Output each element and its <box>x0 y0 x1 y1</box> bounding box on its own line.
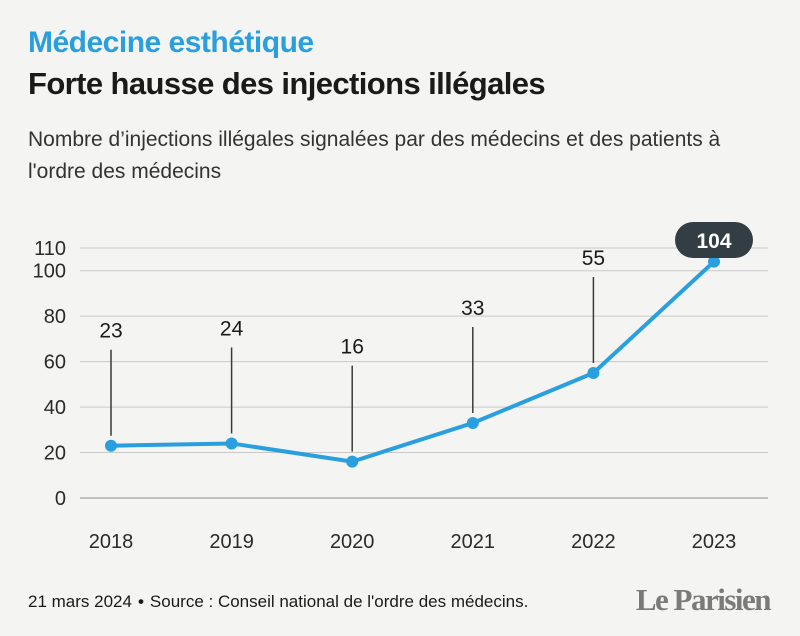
kicker-title: Médecine esthétique <box>28 26 314 59</box>
series-line <box>109 259 716 464</box>
y-tick-label-100: 100 <box>33 261 66 283</box>
y-tick-label-80: 80 <box>44 306 66 328</box>
data-label-2022: 55 <box>582 247 605 270</box>
y-tick-label-110: 110 <box>34 238 66 260</box>
data-label-2020: 16 <box>341 336 364 359</box>
data-point-2019 <box>225 437 238 450</box>
y-tick-label-20: 20 <box>44 443 66 465</box>
footer-separator: • <box>137 592 144 611</box>
highlight-badge <box>675 222 753 258</box>
data-labels: 23 24 16 33 55 104 <box>99 222 753 359</box>
y-tick-label-60: 60 <box>44 352 66 374</box>
x-tick-label-2023: 2023 <box>692 531 737 553</box>
data-point-2022 <box>587 367 600 379</box>
data-point-2020 <box>346 455 359 468</box>
page-title: Forte hausse des injections illégales <box>28 66 546 101</box>
chart-subtitle: Nombre d’injections illégales signalées … <box>28 128 721 183</box>
data-label-2018: 23 <box>99 320 122 343</box>
x-tick-label-2019: 2019 <box>209 531 254 553</box>
x-tick-label-2021: 2021 <box>451 531 496 553</box>
data-label-2023: 104 <box>696 230 731 253</box>
x-tick-label-2022: 2022 <box>571 531 616 553</box>
grid-lines <box>80 247 768 499</box>
data-label-2021: 33 <box>461 297 484 320</box>
x-tick-label-2020: 2020 <box>330 531 375 553</box>
data-label-2019: 24 <box>220 317 244 340</box>
x-axis-ticks: 2018 2019 2020 2021 2022 2023 <box>89 531 737 553</box>
data-points <box>105 255 720 468</box>
data-point-2023 <box>708 255 720 268</box>
footer-date: 21 mars 2024 <box>28 592 132 611</box>
footer-source-text: Source : Conseil national de l'ordre des… <box>149 592 529 611</box>
data-point-2018 <box>105 439 117 452</box>
footer-source: 21 mars 2024 • Source : Conseil national d… <box>28 592 528 612</box>
data-label-leaders <box>110 277 595 452</box>
y-tick-label-0: 0 <box>55 488 66 510</box>
y-tick-label-40: 40 <box>44 397 66 419</box>
x-tick-label-2018: 2018 <box>89 531 134 553</box>
data-point-2021 <box>466 417 479 429</box>
le-parisien-logo: Le Parisien <box>635 582 772 617</box>
